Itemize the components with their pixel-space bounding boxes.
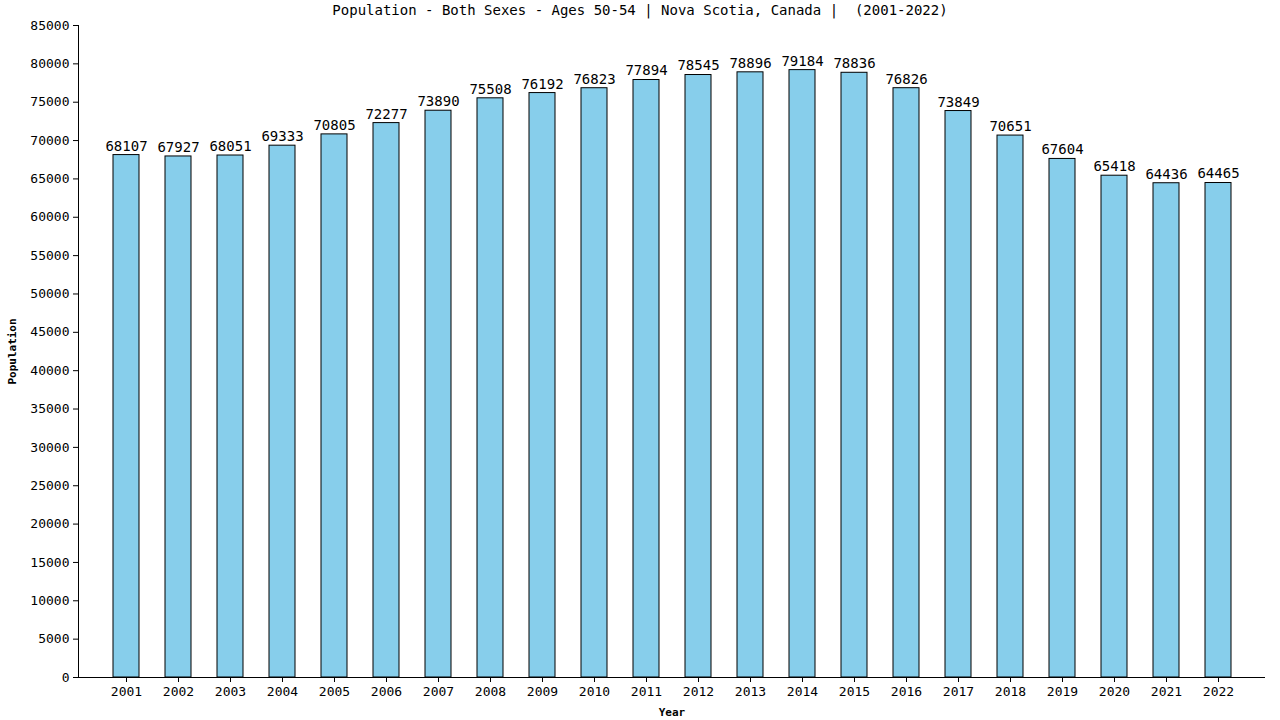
svg-text:76826: 76826 xyxy=(885,71,927,87)
svg-text:2015: 2015 xyxy=(839,684,870,699)
svg-text:76192: 76192 xyxy=(521,76,563,92)
svg-text:40000: 40000 xyxy=(30,363,69,378)
svg-text:2009: 2009 xyxy=(527,684,558,699)
svg-text:73849: 73849 xyxy=(937,94,979,110)
svg-text:2020: 2020 xyxy=(1099,684,1130,699)
svg-text:2018: 2018 xyxy=(995,684,1026,699)
svg-text:50000: 50000 xyxy=(30,286,69,301)
svg-text:75508: 75508 xyxy=(469,81,511,97)
svg-text:2019: 2019 xyxy=(1047,684,1078,699)
svg-text:72277: 72277 xyxy=(365,106,407,122)
svg-text:64436: 64436 xyxy=(1145,166,1187,182)
svg-text:5000: 5000 xyxy=(38,631,69,646)
svg-text:0: 0 xyxy=(62,670,70,685)
svg-text:2017: 2017 xyxy=(943,684,974,699)
svg-text:2003: 2003 xyxy=(215,684,246,699)
svg-text:77894: 77894 xyxy=(625,62,667,78)
svg-text:30000: 30000 xyxy=(30,440,69,455)
svg-text:2005: 2005 xyxy=(319,684,350,699)
svg-text:70805: 70805 xyxy=(313,117,355,133)
svg-text:75000: 75000 xyxy=(30,94,69,109)
svg-text:35000: 35000 xyxy=(30,401,69,416)
svg-text:68051: 68051 xyxy=(209,138,251,154)
svg-text:79184: 79184 xyxy=(781,53,823,69)
svg-text:70651: 70651 xyxy=(989,118,1031,134)
svg-text:25000: 25000 xyxy=(30,478,69,493)
svg-text:76823: 76823 xyxy=(573,71,615,87)
svg-text:2007: 2007 xyxy=(423,684,454,699)
svg-text:2010: 2010 xyxy=(579,684,610,699)
svg-text:65418: 65418 xyxy=(1093,158,1135,174)
svg-text:78896: 78896 xyxy=(729,55,771,71)
svg-text:85000: 85000 xyxy=(30,20,69,33)
svg-text:Population: Population xyxy=(6,318,19,384)
svg-text:2008: 2008 xyxy=(475,684,506,699)
svg-text:Year: Year xyxy=(659,706,686,719)
svg-text:2001: 2001 xyxy=(111,684,142,699)
svg-text:68107: 68107 xyxy=(105,138,147,154)
svg-text:73890: 73890 xyxy=(417,93,459,109)
svg-text:67604: 67604 xyxy=(1041,141,1083,157)
svg-text:2012: 2012 xyxy=(683,684,714,699)
svg-text:78836: 78836 xyxy=(833,55,875,71)
svg-text:20000: 20000 xyxy=(30,516,69,531)
svg-text:70000: 70000 xyxy=(30,133,69,148)
svg-text:64465: 64465 xyxy=(1197,165,1239,181)
svg-text:10000: 10000 xyxy=(30,593,69,608)
svg-text:65000: 65000 xyxy=(30,171,69,186)
svg-text:2004: 2004 xyxy=(267,684,298,699)
svg-text:2022: 2022 xyxy=(1203,684,1234,699)
svg-text:45000: 45000 xyxy=(30,324,69,339)
svg-text:2016: 2016 xyxy=(891,684,922,699)
svg-text:78545: 78545 xyxy=(677,57,719,73)
svg-text:55000: 55000 xyxy=(30,248,69,263)
svg-text:80000: 80000 xyxy=(30,56,69,71)
html-text:Population - Both Sexes - Ages: Population - Both Sexes - Ages 50-54 | N… xyxy=(332,2,948,18)
svg-text:2021: 2021 xyxy=(1151,684,1182,699)
svg-text:2013: 2013 xyxy=(735,684,766,699)
svg-text:15000: 15000 xyxy=(30,555,69,570)
svg-text:67927: 67927 xyxy=(157,139,199,155)
svg-text:2002: 2002 xyxy=(163,684,194,699)
svg-text:69333: 69333 xyxy=(261,128,303,144)
svg-text:60000: 60000 xyxy=(30,209,69,224)
svg-text:2014: 2014 xyxy=(787,684,818,699)
svg-text:2006: 2006 xyxy=(371,684,402,699)
svg-text:2011: 2011 xyxy=(631,684,662,699)
